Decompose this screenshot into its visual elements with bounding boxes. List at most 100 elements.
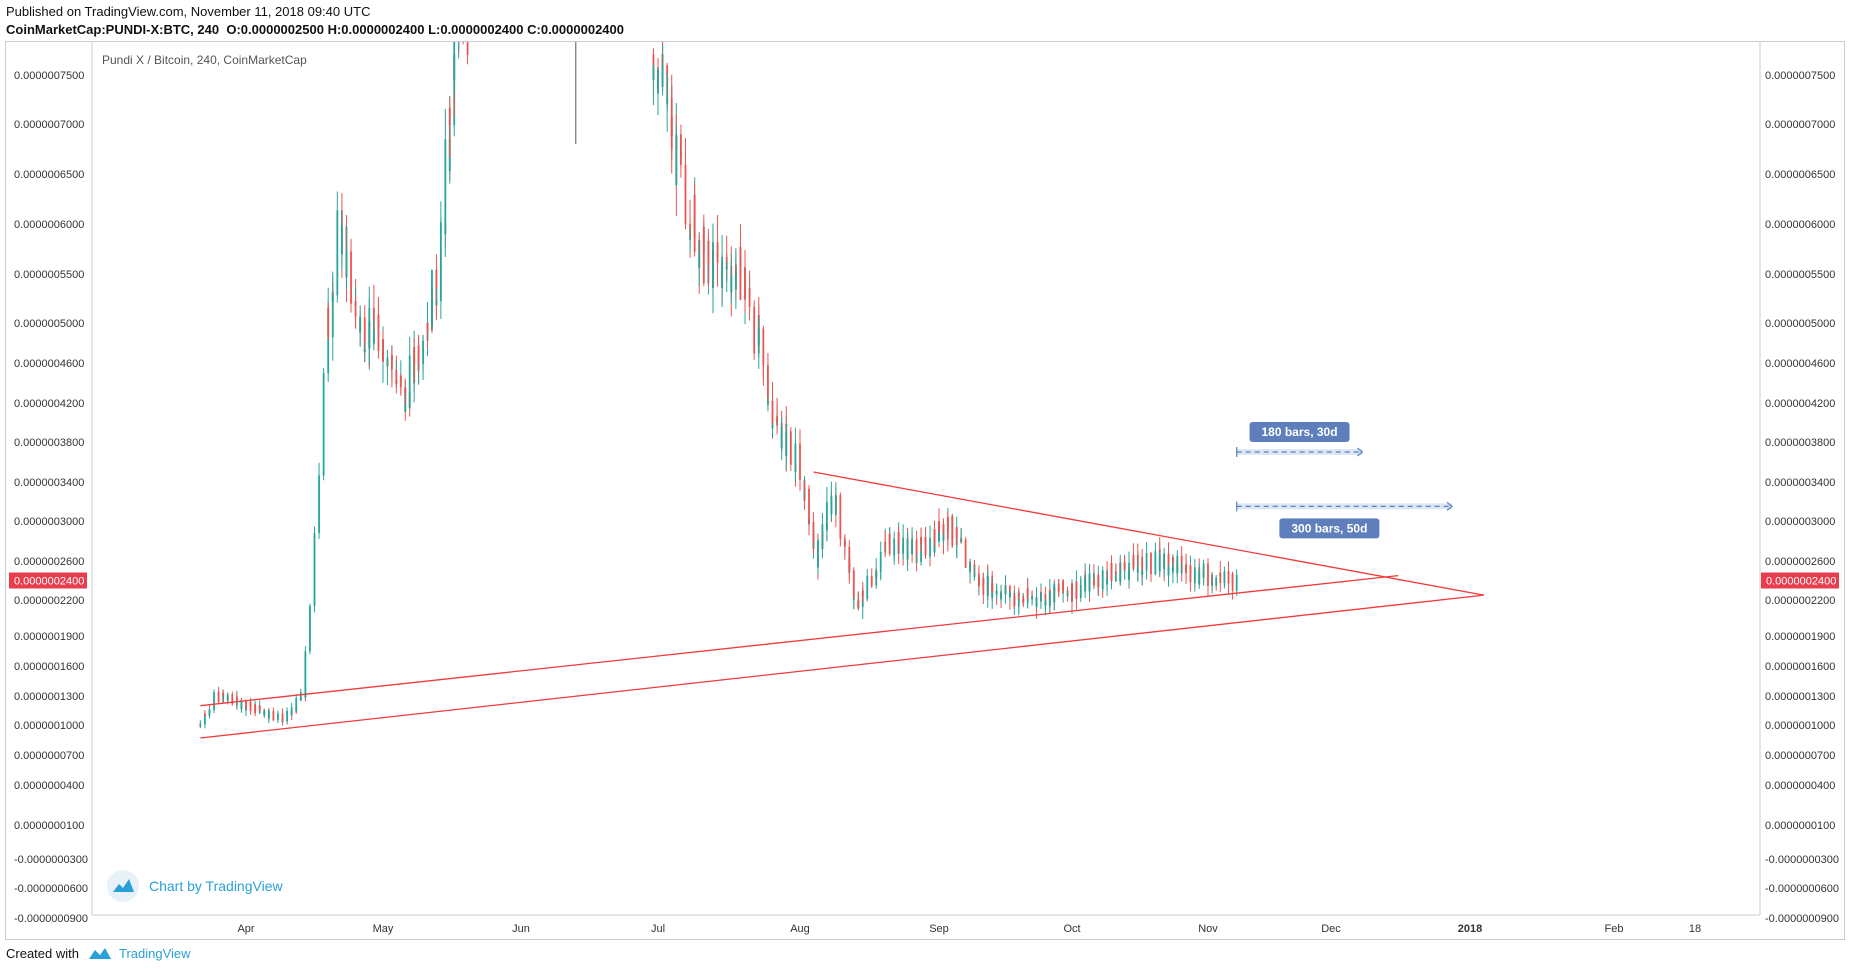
candle-body [1071,583,1073,599]
candle-body [929,537,931,554]
y-axis-tick-right: -0.0000000900 [1765,913,1839,925]
candle-body [960,539,963,543]
last-price-badge-left-text: 0.0000002400 [14,576,84,588]
candle-body [748,288,751,307]
candle-body [789,451,792,465]
close-label: C: [527,22,541,37]
candle-body [852,570,855,595]
y-axis-tick-left: 0.0000000400 [14,780,84,792]
candle-body [462,4,464,12]
candle-body [978,576,980,586]
candle-body [1215,577,1218,579]
candle-body [222,692,225,697]
candle-body [969,564,971,573]
candle-body [1022,599,1025,603]
candle-body [1189,565,1192,582]
candle-body [780,426,783,443]
candle-body [902,538,905,546]
date-range-label-badge [1249,422,1350,442]
candle-body [439,227,442,271]
candle-body [744,267,746,300]
x-axis-tick: Aug [790,923,810,935]
candle-body [1223,571,1226,578]
candle-body [1053,583,1056,603]
y-axis-tick-left: 0.0000001600 [14,661,84,673]
candle-body [1075,581,1078,598]
candle-body [946,516,949,536]
candle-body [1163,553,1166,570]
y-axis-tick-right: 0.0000000100 [1765,820,1835,832]
candle-body [444,174,447,235]
candle-body [336,247,339,296]
candle-body [1132,555,1135,569]
candle-body [453,42,456,81]
legend-title: Pundi X / Bitcoin, 240, CoinMarketCap [102,53,307,67]
y-axis-tick-left: 0.0000005000 [14,318,84,330]
candle-body [313,563,316,584]
candle-body [466,42,469,55]
candle-body [1000,591,1002,600]
tradingview-brand[interactable]: TradingView [87,946,191,961]
candle-body [350,261,352,304]
candle-body [377,328,380,351]
x-axis-tick: May [373,923,394,935]
tradingview-watermark: Chart by TradingView [107,870,283,902]
date-range-label-badge [1279,518,1380,539]
candle-body [757,328,760,346]
candle-body [1141,570,1144,575]
candle-body [277,713,279,718]
y-axis-tick-right: 0.0000002200 [1765,595,1835,607]
candle-body [955,527,958,539]
candle-body [866,576,869,588]
date-range-label: 300 bars, 50d [1291,521,1367,535]
watermark-text: Chart by TradingView [149,878,283,894]
y-axis-tick-left: -0.0000000900 [14,913,88,925]
candle-body [458,10,460,27]
candle-body [870,584,873,586]
candle-body [1004,586,1007,595]
trendline[interactable] [200,574,1399,707]
candle-body [1193,567,1196,581]
low-value: 0.0000002400 [440,22,524,37]
y-axis-tick-right: 0.0000004200 [1765,398,1835,410]
candle-body [263,710,266,716]
candle-body [1150,553,1152,570]
candle-body [875,572,878,578]
candle-body [222,696,225,698]
x-axis-tick: 2018 [1458,923,1482,935]
candle-body [938,532,940,542]
candle-body [267,711,270,719]
candle-body [363,317,366,352]
candle-body [417,345,420,364]
candle-body [771,425,774,429]
candle-body [1088,573,1091,592]
candle-body [830,495,833,515]
trendline[interactable] [200,594,1485,739]
candle-body [982,592,985,595]
y-axis-tick-right: 0.0000002600 [1765,556,1835,568]
candle-body [272,712,275,717]
candle-body [933,529,936,542]
candle-body [359,320,362,333]
y-axis-tick-left: 0.0000007500 [14,70,84,82]
date-range-arrow-icon [1357,447,1364,457]
candle-body [991,583,994,593]
y-axis-tick-left: 0.0000004200 [14,398,84,410]
x-axis-tick: Feb [1605,923,1624,935]
candle-body [1202,563,1205,571]
candle-body [938,521,940,542]
trendline[interactable] [813,471,1485,596]
candle-body [995,591,998,595]
chart-frame[interactable] [5,41,1845,940]
y-axis-tick-left: 0.0000000100 [14,820,84,832]
candle-body [444,139,447,175]
y-axis-tick-left: 0.0000006000 [14,219,84,231]
candle-body [1101,570,1104,589]
y-axis-tick-right: 0.0000003800 [1765,437,1835,449]
candle-body [1062,580,1065,591]
candle-body [911,539,913,541]
candle-body [652,67,655,81]
candle-body [377,314,380,329]
candle-body [721,256,724,288]
